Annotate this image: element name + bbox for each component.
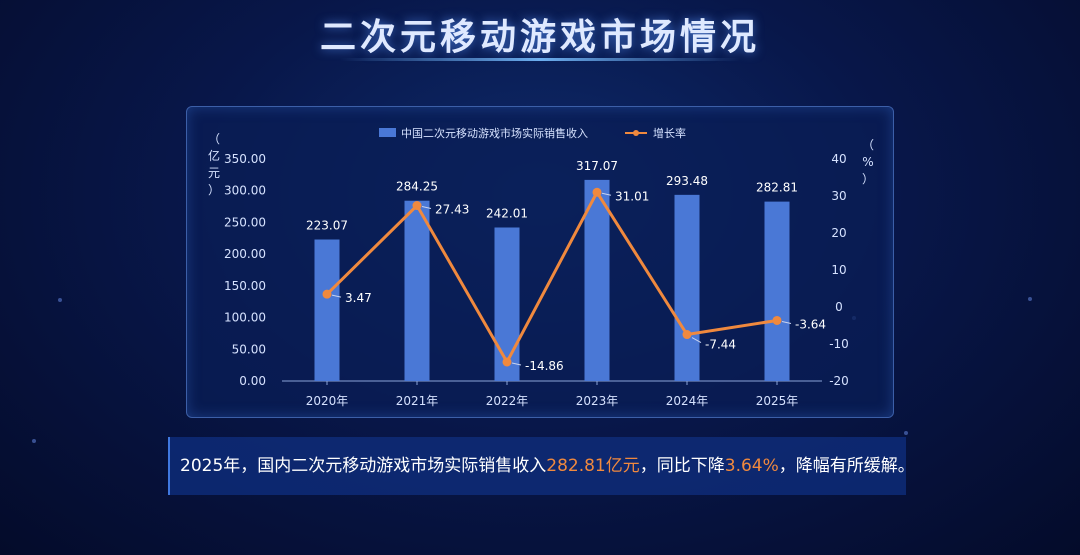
y-right-tick-label: 10 bbox=[831, 263, 846, 277]
y-right-tick-label: 0 bbox=[835, 300, 843, 314]
bar-data-label: 284.25 bbox=[396, 180, 438, 194]
legend-marker-line bbox=[633, 130, 639, 136]
bar bbox=[764, 201, 790, 381]
bar bbox=[674, 194, 700, 381]
y-left-tick-label: 250.00 bbox=[224, 215, 266, 229]
growth-rate-point bbox=[592, 187, 602, 197]
bar-data-label: 282.81 bbox=[756, 181, 798, 195]
growth-data-label: -14.86 bbox=[525, 359, 564, 373]
growth-data-label: -3.64 bbox=[795, 317, 826, 331]
legend-label-bar: 中国二次元移动游戏市场实际销售收入 bbox=[401, 126, 588, 140]
y-left-tick-label: 350.00 bbox=[224, 152, 266, 166]
chart-panel: 中国二次元移动游戏市场实际销售收入 增长率 0.00 50.00 100.00 150.0… bbox=[186, 106, 894, 418]
y-right-tick-label: 20 bbox=[831, 226, 846, 240]
bar bbox=[494, 227, 520, 381]
combo-chart: 中国二次元移动游戏市场实际销售收入 增长率 0.00 50.00 100.00 150.0… bbox=[208, 126, 874, 408]
summary-part3: ，降幅有所缓解。 bbox=[778, 456, 915, 476]
legend-swatch-bar bbox=[379, 128, 396, 137]
legend-label-line: 增长率 bbox=[653, 126, 686, 140]
bar-data-label: 293.48 bbox=[666, 174, 708, 188]
y-right-axis-label-char: （ bbox=[862, 138, 874, 152]
y-right-tick-label: 40 bbox=[831, 152, 846, 166]
growth-data-label: 3.47 bbox=[345, 291, 372, 305]
y-left-axis-label-char: ） bbox=[208, 183, 220, 197]
summary-part2: ，同比下降 bbox=[639, 456, 725, 476]
growth-label-leader bbox=[511, 362, 522, 366]
summary-highlight-revenue: 282.81亿元 bbox=[546, 456, 640, 476]
y-left-tick-label: 300.00 bbox=[224, 184, 266, 198]
growth-data-label: 31.01 bbox=[615, 189, 649, 203]
bar bbox=[314, 239, 340, 381]
growth-label-leader bbox=[331, 294, 342, 298]
x-tick-label: 2023年 bbox=[576, 394, 619, 408]
growth-rate-point bbox=[682, 330, 692, 340]
y-left-axis-label-char: 元 bbox=[208, 166, 220, 180]
y-left-axis-label-char: （ bbox=[208, 132, 220, 146]
x-tick-label: 2020年 bbox=[306, 394, 349, 408]
y-left-tick-label: 150.00 bbox=[224, 279, 266, 293]
bar bbox=[584, 179, 610, 381]
y-left-axis-label-char: 亿 bbox=[208, 148, 220, 163]
y-left-tick-label: 200.00 bbox=[224, 247, 266, 261]
summary-highlight-rate: 3.64% bbox=[724, 456, 779, 476]
y-right-tick-label: -10 bbox=[829, 337, 849, 351]
growth-rate-line bbox=[325, 189, 778, 366]
summary-part1: 2025年，国内二次元移动游戏市场实际销售收入 bbox=[180, 456, 547, 476]
x-tick-label: 2022年 bbox=[486, 394, 529, 408]
growth-rate-point bbox=[322, 289, 332, 299]
x-tick-label: 2021年 bbox=[396, 394, 439, 408]
growth-label-leader bbox=[781, 320, 792, 324]
y-right-tick-label: -20 bbox=[829, 374, 849, 388]
growth-label-leader bbox=[691, 337, 702, 343]
title-underline bbox=[340, 58, 740, 61]
bar-data-label: 317.07 bbox=[576, 159, 618, 173]
bar-data-label: 223.07 bbox=[306, 219, 348, 233]
page-title: 二次元移动游戏市场情况 bbox=[319, 17, 760, 58]
y-right-tick-label: 30 bbox=[831, 189, 846, 203]
x-tick-label: 2024年 bbox=[666, 394, 709, 408]
growth-rate-point bbox=[412, 201, 422, 211]
growth-data-label: 27.43 bbox=[435, 203, 469, 217]
y-right-axis-label-char: % bbox=[862, 155, 873, 169]
summary-text: 2025年，国内二次元移动游戏市场实际销售收入282.81亿元，同比下降3.64… bbox=[168, 437, 915, 495]
growth-rate-point bbox=[502, 357, 512, 367]
bar-data-label: 242.01 bbox=[486, 206, 528, 220]
x-tick-label: 2025年 bbox=[756, 394, 799, 408]
growth-label-leader bbox=[421, 206, 432, 209]
y-left-tick-label: 100.00 bbox=[224, 311, 266, 325]
y-right-axis-label-char: ） bbox=[862, 172, 874, 186]
bar bbox=[404, 200, 430, 381]
growth-label-leader bbox=[601, 192, 612, 196]
y-left-tick-label: 0.00 bbox=[239, 374, 266, 388]
y-left-tick-label: 50.00 bbox=[232, 342, 266, 356]
growth-rate-point bbox=[772, 315, 782, 325]
growth-data-label: -7.44 bbox=[705, 338, 736, 352]
